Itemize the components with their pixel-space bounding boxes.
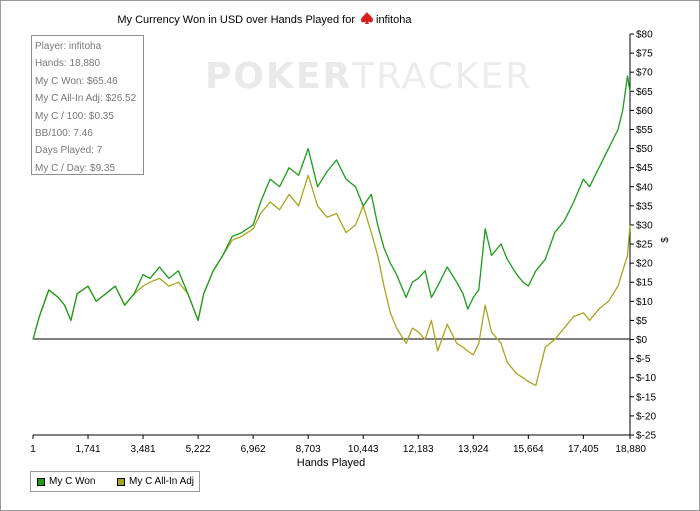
y-tick-label: $70 [636, 68, 653, 79]
player-name: infitoha [376, 14, 412, 26]
stat-per-100: My C / 100: $0.35 [35, 110, 114, 122]
legend-item-adj: My C All-In Adj [117, 476, 194, 487]
y-tick-label: $10 [636, 297, 653, 308]
x-tick-label: 1 [30, 444, 36, 455]
y-tick-label: $60 [636, 106, 653, 117]
y-tick-label: $-15 [636, 392, 656, 403]
x-tick-label: 17,405 [568, 444, 599, 455]
y-tick-label: $55 [636, 125, 653, 136]
y-tick-label: $65 [636, 87, 653, 98]
y-tick-label: $-10 [636, 373, 656, 384]
stat-allin-adj: My C All-In Adj: $26.52 [35, 93, 137, 105]
y-tick-label: $40 [636, 182, 653, 193]
y-tick-label: $45 [636, 163, 653, 174]
stat-won: My C Won: $65.46 [35, 75, 118, 87]
chart-title: My Currency Won in USD over Hands Played… [117, 14, 355, 26]
y-tick-label: $5 [636, 316, 648, 327]
x-tick-label: 12,183 [403, 444, 434, 455]
y-tick-label: $0 [636, 335, 648, 346]
y-tick-label: $30 [636, 220, 653, 231]
y-tick-label: $25 [636, 240, 653, 251]
x-axis-ticks: 1 1,741 3,481 5,222 6,962 8,703 10,443 12,183 13… [30, 435, 646, 455]
stat-bb-100: BB/100: 7.46 [35, 127, 93, 139]
x-tick-label: 3,481 [131, 444, 156, 455]
x-tick-label: 15,664 [513, 444, 544, 455]
stat-per-day: My C / Day: $9.35 [35, 162, 116, 174]
y-axis-label: $ [660, 237, 671, 243]
y-tick-label: $50 [636, 144, 653, 155]
stat-player: Player: infitoha [35, 41, 102, 52]
y-tick-label: $80 [636, 30, 653, 41]
legend-label-adj: My C All-In Adj [129, 476, 195, 487]
legend: My C Won My C All-In Adj [30, 471, 200, 492]
stats-box: Player: infitoha Hands: 18,880 My C Won:… [31, 35, 144, 175]
y-tick-label: $20 [636, 259, 653, 270]
x-tick-label: 8,703 [296, 444, 321, 455]
y-tick-label: $15 [636, 278, 653, 289]
x-tick-label: 18,880 [615, 444, 646, 455]
y-axis-ticks: $-25 $-20 $-15 $-10 $-5 $0 $5 $10 $15 $20 $25 $30 $3… [630, 30, 656, 442]
legend-label-won: My C Won [49, 476, 96, 487]
stat-days-played: Days Played: 7 [35, 145, 103, 157]
y-tick-label: $-5 [636, 354, 651, 365]
series-line-my-c-won [32, 75, 631, 340]
legend-swatch-won [37, 477, 45, 486]
x-tick-label: 1,741 [76, 444, 101, 455]
series-layer [32, 75, 631, 387]
y-tick-label: $-20 [636, 411, 656, 422]
legend-swatch-adj [117, 477, 125, 486]
x-axis-label: Hands Played [297, 457, 366, 469]
y-tick-label: $35 [636, 201, 653, 212]
x-tick-label: 13,924 [458, 444, 489, 455]
x-tick-label: 10,443 [348, 444, 379, 455]
y-tick-label: $75 [636, 49, 653, 60]
spade-icon [361, 12, 373, 24]
x-tick-label: 6,962 [241, 444, 266, 455]
series-line-my-c-all-in-adj [32, 174, 631, 387]
stat-hands: Hands: 18,880 [35, 58, 101, 70]
legend-item-won: My C Won [37, 476, 96, 487]
y-tick-label: $-25 [636, 431, 656, 442]
x-tick-label: 5,222 [186, 444, 211, 455]
pokertracker-watermark: POKERTRACKER [205, 56, 533, 97]
